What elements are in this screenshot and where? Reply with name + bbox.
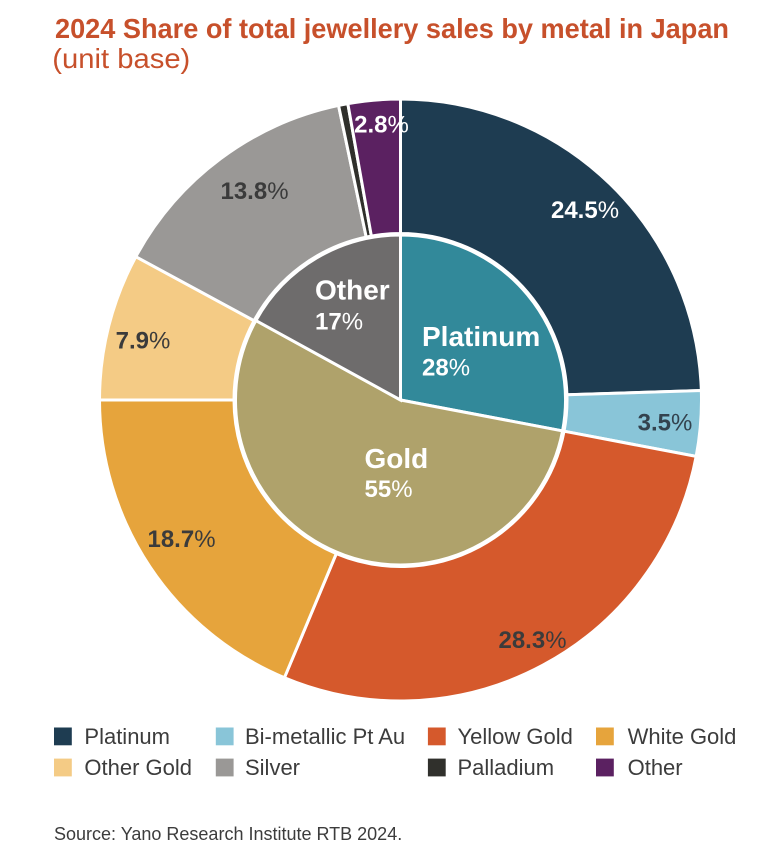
svg-text:28.3%: 28.3% [498,627,566,654]
svg-text:2.8%: 2.8% [354,111,409,138]
svg-text:3.5%: 3.5% [638,409,693,436]
svg-text:Yellow Gold: Yellow Gold [458,724,573,749]
svg-text:2024 Share of total jewellery: 2024 Share of total jewellery sales by m… [55,13,729,44]
svg-text:Other: Other [315,275,390,306]
svg-text:Bi-metallic Pt Au: Bi-metallic Pt Au [245,724,405,749]
svg-text:Silver: Silver [245,755,300,780]
svg-text:28%: 28% [422,354,470,381]
svg-text:13.8%: 13.8% [220,178,288,205]
svg-text:Other: Other [628,755,683,780]
svg-text:Palladium: Palladium [458,755,555,780]
svg-text:24.5%: 24.5% [551,197,619,224]
svg-text:17%: 17% [315,308,363,335]
svg-text:Platinum: Platinum [84,724,170,749]
svg-text:White Gold: White Gold [628,724,737,749]
svg-text:7.9%: 7.9% [116,328,171,355]
svg-text:Source: Yano Research Institut: Source: Yano Research Institute RTB 2024… [54,824,402,844]
svg-text:Other Gold: Other Gold [84,755,192,780]
svg-text:(unit base): (unit base) [52,43,190,74]
svg-text:55%: 55% [365,476,413,503]
svg-text:Platinum: Platinum [422,321,540,352]
svg-text:Gold: Gold [365,443,429,474]
svg-text:18.7%: 18.7% [147,526,215,553]
